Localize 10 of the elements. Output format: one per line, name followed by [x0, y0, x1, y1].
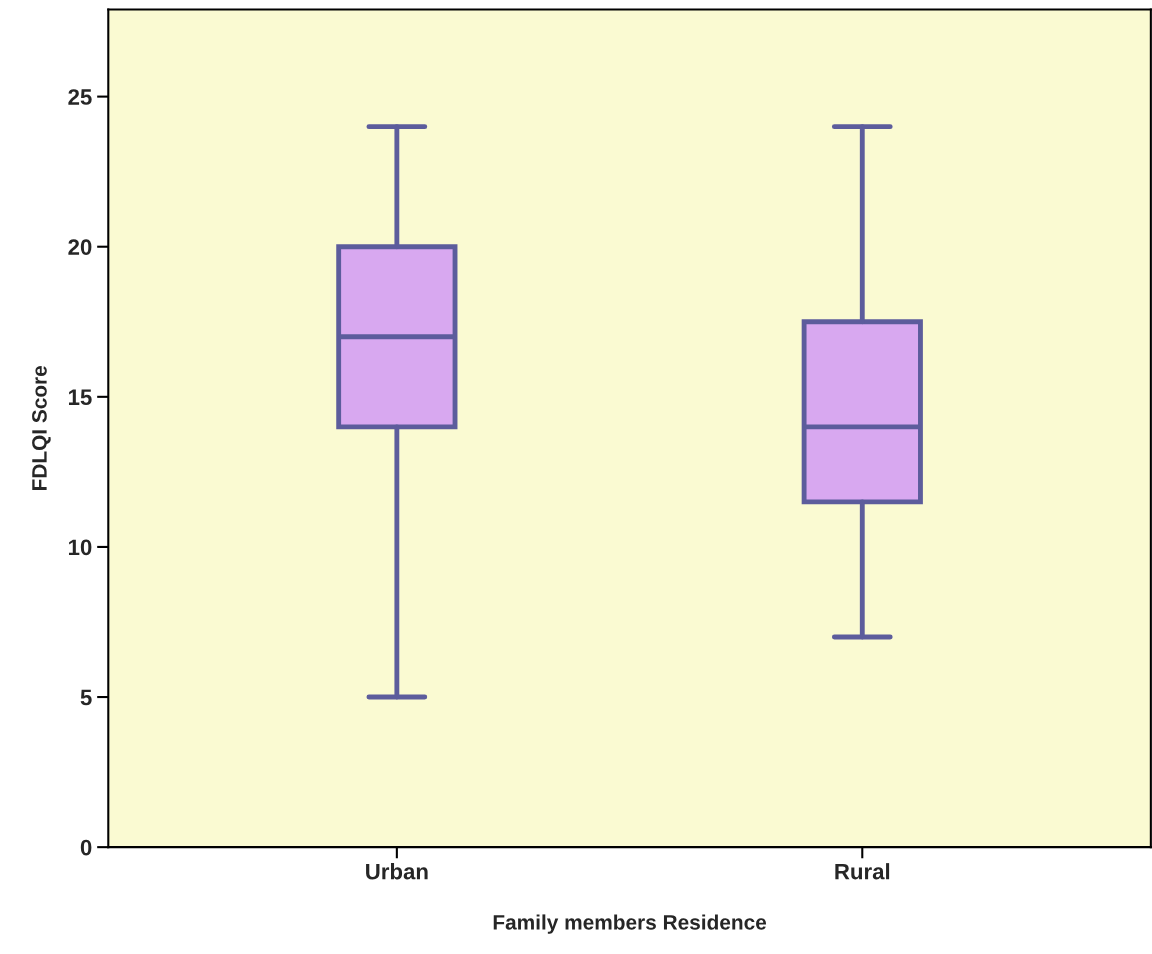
y-axis-title: FDLQI Score [32, 365, 51, 491]
y-tick-label: 15 [69, 389, 92, 406]
x-tick-label: Urban [366, 863, 428, 880]
x-axis-title: Family members Residence [493, 914, 767, 934]
y-tick-label: 0 [80, 839, 92, 856]
y-tick-label: 10 [69, 539, 92, 556]
y-tick-label: 5 [80, 689, 92, 706]
y-tick-label: 20 [68, 239, 92, 255]
x-tick-label: Rural [835, 863, 890, 880]
y-tick-label: 25 [68, 89, 92, 105]
